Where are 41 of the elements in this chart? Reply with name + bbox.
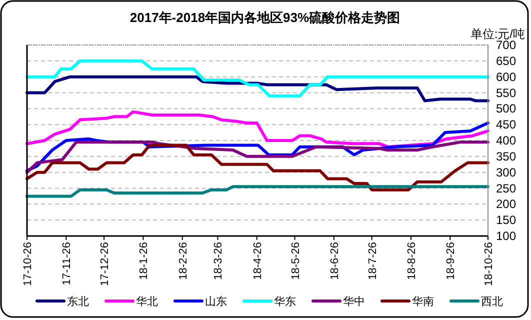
y-tick-label: 550 — [496, 86, 516, 100]
y-tick-label: 300 — [496, 165, 516, 180]
x-tick-label: 18-9-26 — [445, 242, 458, 280]
y-tick-label: 100 — [496, 229, 516, 243]
y-tick-label: 400 — [496, 134, 516, 148]
y-tick-label: 700 — [496, 38, 516, 52]
line-series — [26, 185, 490, 198]
legend-label: 山东 — [205, 295, 227, 308]
line-series — [26, 144, 490, 192]
y-tick-label: 600 — [496, 70, 516, 84]
legend-label: 西北 — [481, 295, 503, 308]
x-tick-label: 17-11-26 — [61, 242, 74, 286]
y-axis-title: 单位:元/吨 — [470, 27, 525, 41]
legend-label: 华北 — [136, 295, 158, 308]
y-tick-label: 250 — [496, 181, 516, 196]
y-tick-label: 350 — [496, 149, 516, 164]
y-tick-label: 200 — [496, 197, 516, 212]
legend-label: 华中 — [343, 295, 365, 308]
x-tick-label: 18-7-26 — [366, 242, 379, 280]
chart-title: 2017年-2018年国内各地区93%硫酸价格走势图 — [130, 10, 400, 25]
line-series — [26, 110, 490, 148]
y-tick-label: 150 — [496, 213, 516, 228]
y-tick-label: 450 — [496, 118, 516, 132]
x-tick-label: 18-4-26 — [252, 242, 264, 280]
x-tick-label: 18-5-26 — [290, 242, 302, 280]
x-tick-label: 18-10-26 — [483, 242, 495, 286]
y-tick-label: 650 — [496, 54, 516, 68]
y-tick-label: 500 — [496, 102, 516, 116]
x-tick-label: 18-8-26 — [406, 242, 418, 280]
x-tick-label: 17-10-26 — [22, 242, 34, 286]
legend-label: 东北 — [67, 295, 89, 308]
x-tick-label: 18-6-26 — [328, 242, 341, 280]
x-tick-label: 18-3-26 — [212, 242, 225, 280]
line-series — [26, 140, 490, 174]
legend-label: 华南 — [412, 295, 434, 308]
line-series — [26, 75, 490, 102]
x-tick-label: 18-2-26 — [177, 242, 190, 280]
x-tick-label: 17-12-26 — [99, 242, 112, 286]
x-tick-label: 18-1-26 — [138, 242, 150, 280]
line-series — [26, 59, 490, 98]
legend-label: 华东 — [274, 295, 296, 308]
